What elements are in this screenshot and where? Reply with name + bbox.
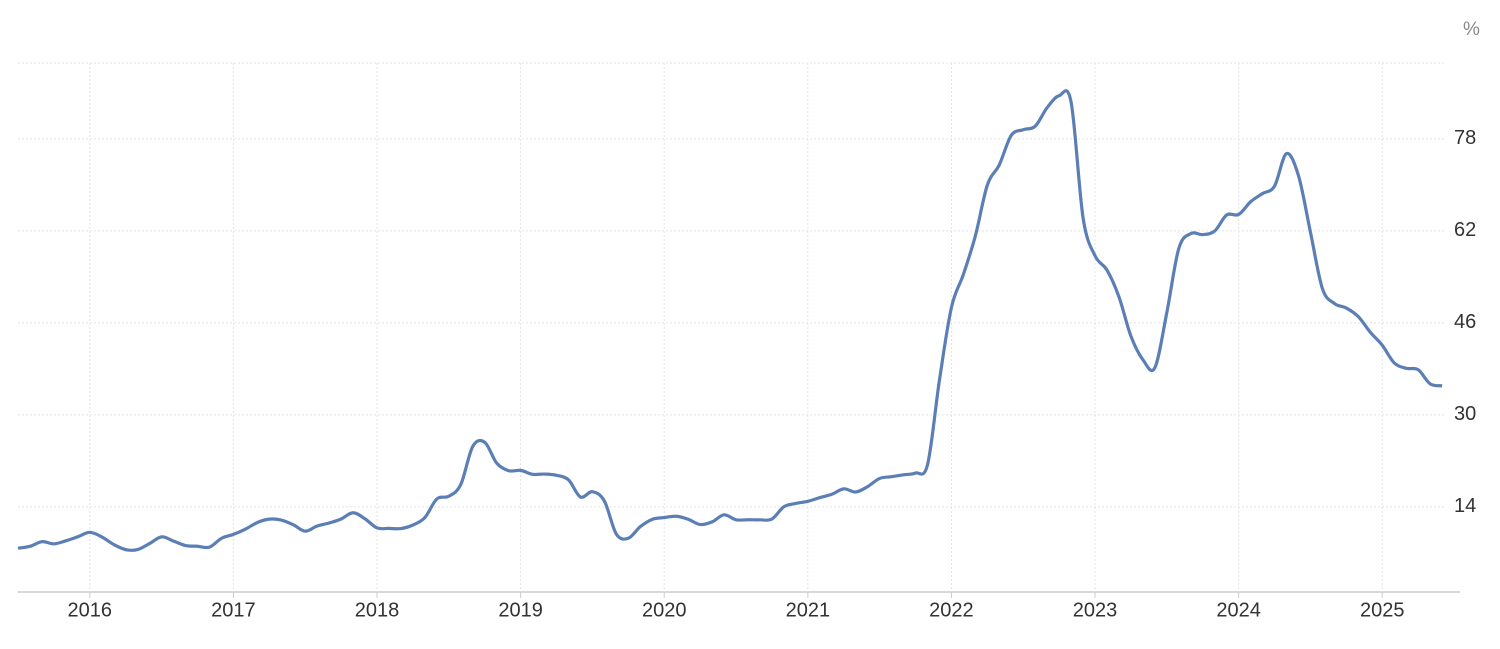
x-tick-label: 2022 [929,599,974,621]
x-tick-label: 2016 [68,599,113,621]
y-tick-label: 78 [1454,127,1476,149]
x-tick-label: 2019 [498,599,543,621]
y-tick-label: 30 [1454,403,1476,425]
x-tick-label: 2024 [1216,599,1261,621]
x-tick-label: 2025 [1360,599,1405,621]
x-tick-label: 2023 [1073,599,1118,621]
y-tick-label: 14 [1454,495,1476,517]
x-tick-label: 2017 [211,599,256,621]
x-tick-label: 2018 [355,599,400,621]
data-line [17,89,1443,552]
unit-label: % [1463,19,1480,40]
x-tick-label: 2020 [642,599,687,621]
y-tick-label: 62 [1454,219,1476,241]
x-tick-label: 2021 [786,599,831,621]
y-tick-label: 46 [1454,311,1476,333]
